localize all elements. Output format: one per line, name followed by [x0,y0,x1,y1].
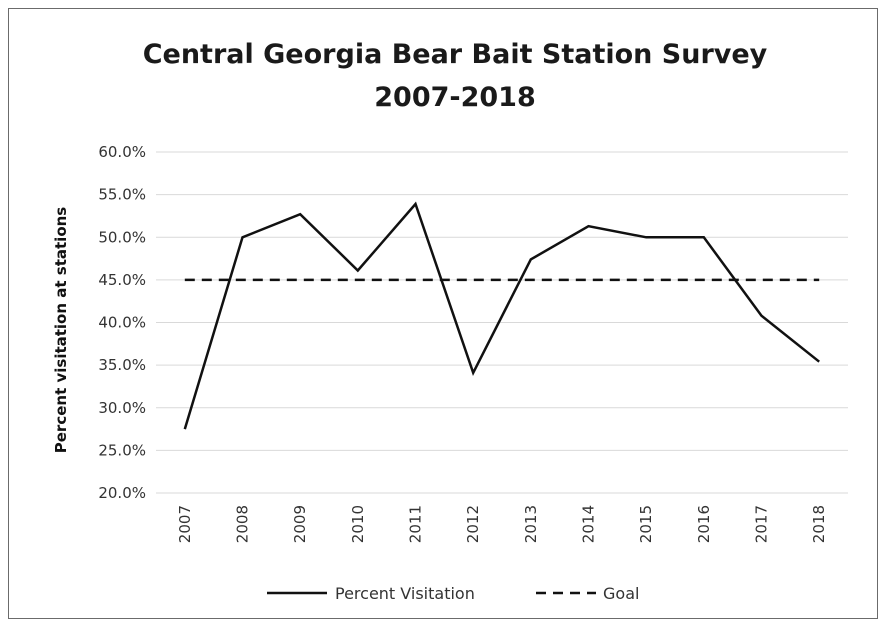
y-tick-label: 35.0% [98,356,146,374]
series-layer [183,201,820,430]
x-tick-label: 2015 [637,505,655,543]
legend: Percent Visitation Goal [267,584,639,603]
chart-subtitle: 2007-2018 [374,82,536,113]
y-tick-label: 25.0% [98,441,146,459]
gridlines [156,151,848,494]
x-tick-label: 2010 [349,505,367,543]
x-tick-label: 2007 [176,505,194,543]
line-chart: Central Georgia Bear Bait Station Survey… [52,39,848,603]
x-tick-label: 2016 [695,505,713,543]
series-line-percent-visitation [183,201,820,430]
x-tick-label: 2009 [291,505,309,543]
chart-frame: Central Georgia Bear Bait Station Survey… [8,8,878,619]
x-tick-label: 2012 [464,505,482,543]
x-tick-label: 2018 [810,505,828,543]
y-axis-label: Percent visitation at stations [52,207,70,454]
x-tick-label: 2017 [753,505,771,543]
x-tick-label: 2011 [407,505,425,543]
y-tick-labels: 20.0% 25.0% 30.0% 35.0% 40.0% 45.0% 50.0% 55.0%… [98,143,146,502]
legend-label-goal: Goal [603,584,639,603]
y-tick-label: 40.0% [98,314,146,332]
y-tick-label: 55.0% [98,186,146,204]
legend-label-percent-visitation: Percent Visitation [335,584,475,603]
chart-title: Central Georgia Bear Bait Station Survey [143,39,768,70]
y-tick-label: 45.0% [98,271,146,289]
y-tick-label: 30.0% [98,399,146,417]
y-tick-label: 60.0% [98,143,146,161]
y-tick-label: 50.0% [98,228,146,246]
y-tick-label: 20.0% [98,484,146,502]
x-tick-label: 2013 [522,505,540,543]
x-tick-label: 2014 [580,505,598,543]
x-tick-label: 2008 [234,505,252,543]
x-tick-labels: 2007 2008 2009 2010 2011 2012 2013 2014 2015 2016… [176,505,828,543]
